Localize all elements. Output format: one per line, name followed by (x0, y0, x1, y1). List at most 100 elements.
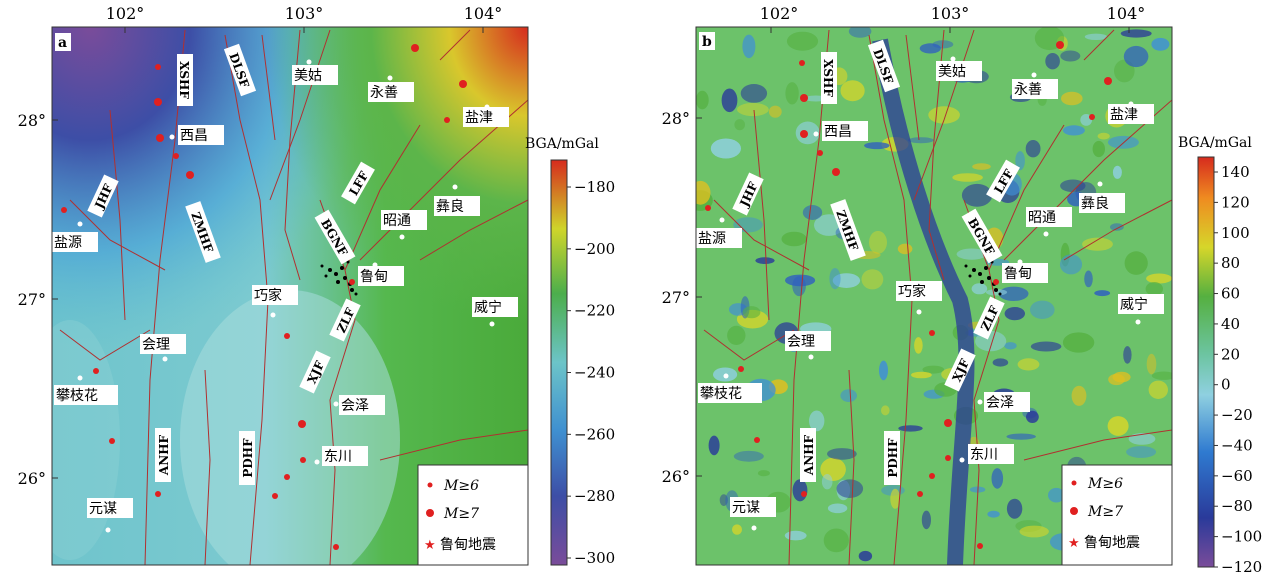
anomaly-blob (1123, 45, 1149, 68)
fault-label-anhf: ANHF (157, 434, 171, 476)
anomaly-blob (985, 289, 1008, 296)
anomaly-blob (992, 358, 1009, 367)
colorbar-tick-label: −20 (1221, 406, 1253, 424)
anomaly-blob (836, 479, 864, 499)
anomaly-blob (1071, 385, 1087, 406)
anomaly-blob (1045, 53, 1060, 70)
anomaly-blob (991, 468, 1004, 489)
anomaly-blob (1145, 282, 1164, 296)
city-label-meigu-b: 美姑 (938, 64, 966, 80)
aftershock-cluster-a (320, 260, 358, 296)
anomaly-blob (1094, 290, 1111, 297)
anomaly-blob (1062, 125, 1085, 136)
city-label-weining: 威宁 (474, 299, 502, 316)
anomaly-blob (1082, 237, 1113, 251)
anomaly-blob (1062, 332, 1095, 353)
anomaly-blob (971, 283, 988, 295)
city-dots-b (719, 56, 1141, 531)
anomaly-blob (719, 494, 728, 506)
panel-label-a: a (58, 35, 67, 51)
anomaly-blob (1124, 251, 1148, 275)
anomaly-blob (768, 105, 782, 118)
panel-b: XSHF DLSF JHF ZMHF LFF BGNF ZLF XJF ANHF… (662, 4, 1263, 572)
anomaly-blob (823, 528, 849, 553)
city-label-huili-b: 会理 (787, 334, 815, 350)
anomaly-blob (1004, 307, 1025, 321)
anomaly-blob (708, 435, 720, 456)
city-label-dongchuan-b: 东川 (970, 447, 998, 463)
anomaly-blob (881, 405, 890, 416)
anomaly-blob (998, 286, 1029, 301)
colorbar-title-a: BGA/mGal (525, 136, 599, 152)
colorbar-tick-label: −180 (574, 178, 615, 196)
anomaly-blob (861, 269, 884, 290)
colorbar-tick-label: 120 (1221, 193, 1250, 211)
city-label-yanyuan: 盐源 (54, 235, 82, 251)
axis-ticks-a (52, 27, 484, 479)
anomaly-blob (1084, 270, 1093, 288)
anomaly-blob (740, 84, 768, 103)
anomaly-blob (1019, 525, 1049, 538)
city-label-zhaotong-b: 昭通 (1028, 210, 1056, 226)
colorbar-title-b: BGA/mGal (1178, 135, 1252, 151)
fault-label-anhf-b: ANHF (802, 434, 816, 476)
anomaly-blob (827, 503, 848, 514)
city-label-yongshan: 永善 (370, 85, 398, 101)
anomaly-blob (737, 102, 769, 117)
city-label-huize-b: 会泽 (986, 395, 1014, 411)
city-label-ludian: 鲁甸 (360, 269, 388, 285)
anomaly-blob (827, 448, 857, 460)
city-label-huize: 会泽 (341, 398, 369, 414)
anomaly-blob (786, 31, 819, 51)
lon-tick-a-103: 103° (285, 4, 324, 23)
city-label-panzhihua-b: 攀枝花 (700, 386, 742, 402)
city-label-xichang: 西昌 (180, 128, 208, 144)
anomaly-blob (1123, 346, 1132, 364)
city-label-yiliang: 彝良 (436, 199, 464, 215)
lon-tick-b-104: 104° (1107, 4, 1146, 23)
city-label-huili: 会理 (142, 337, 170, 353)
anomaly-blob (952, 173, 983, 182)
city-label-panzhihua: 攀枝花 (56, 388, 98, 404)
anomaly-blob (1151, 371, 1172, 380)
city-label-xichang-b: 西昌 (824, 124, 852, 140)
anomaly-blob (1030, 300, 1055, 319)
city-label-yanyuan-b: 盐源 (698, 231, 726, 247)
city-label-dongchuan: 东川 (324, 449, 352, 465)
star-icon: ★ (1068, 536, 1080, 551)
large-dot-icon (426, 509, 434, 517)
anomaly-blobs-b (696, 27, 1172, 565)
city-label-yanjin: 盐津 (465, 110, 493, 126)
quake-dots-b (705, 41, 1112, 549)
gravity-map-a: XSHF DLSF JHF ZMHF LFF BGNF ZLF XJF ANHF… (52, 27, 528, 565)
anomaly-blob (961, 183, 993, 207)
anomaly-blob (890, 488, 901, 509)
anomaly-blob (734, 119, 745, 131)
anomaly-blob (1112, 371, 1131, 383)
panel-label-b: b (702, 34, 712, 50)
colorbar-tick-label: −240 (574, 364, 615, 382)
lat-tick-b-27: 27° (662, 288, 690, 307)
anomaly-blob (781, 231, 807, 247)
anomaly-blob (832, 273, 861, 288)
colorbar-tick-label: 80 (1221, 254, 1240, 272)
lon-tick-a-104: 104° (464, 4, 503, 23)
anomaly-blob (848, 27, 872, 38)
anomaly-blob (1148, 380, 1169, 399)
colorbar-tick-label: −120 (1221, 558, 1262, 572)
axis-ticks-b (696, 27, 1130, 477)
anomaly-blob (742, 34, 756, 59)
city-label-yiliang-b: 彝良 (1081, 196, 1109, 212)
anomaly-blob (732, 524, 742, 535)
large-dot-icon (1070, 507, 1078, 515)
city-label-meigu: 美姑 (294, 68, 322, 84)
panel-a: XSHF DLSF JHF ZMHF LFF BGNF ZLF XJF ANHF… (18, 4, 616, 567)
city-label-zhaotong: 昭通 (383, 213, 411, 229)
colorbar-tick-label: −220 (574, 302, 615, 320)
city-labels-a: 美姑 永善 盐津 西昌 彝良 昭通 盐源 鲁甸 巧家 威宁 会理 攀枝花 会泽 … (52, 65, 518, 518)
anomaly-blob (956, 248, 987, 260)
colorbar-tick-label: −80 (1221, 497, 1253, 515)
anomaly-blob (879, 360, 888, 381)
colorbar-tick-label: 40 (1221, 315, 1240, 333)
colorbar-tick-label: −40 (1221, 436, 1253, 454)
